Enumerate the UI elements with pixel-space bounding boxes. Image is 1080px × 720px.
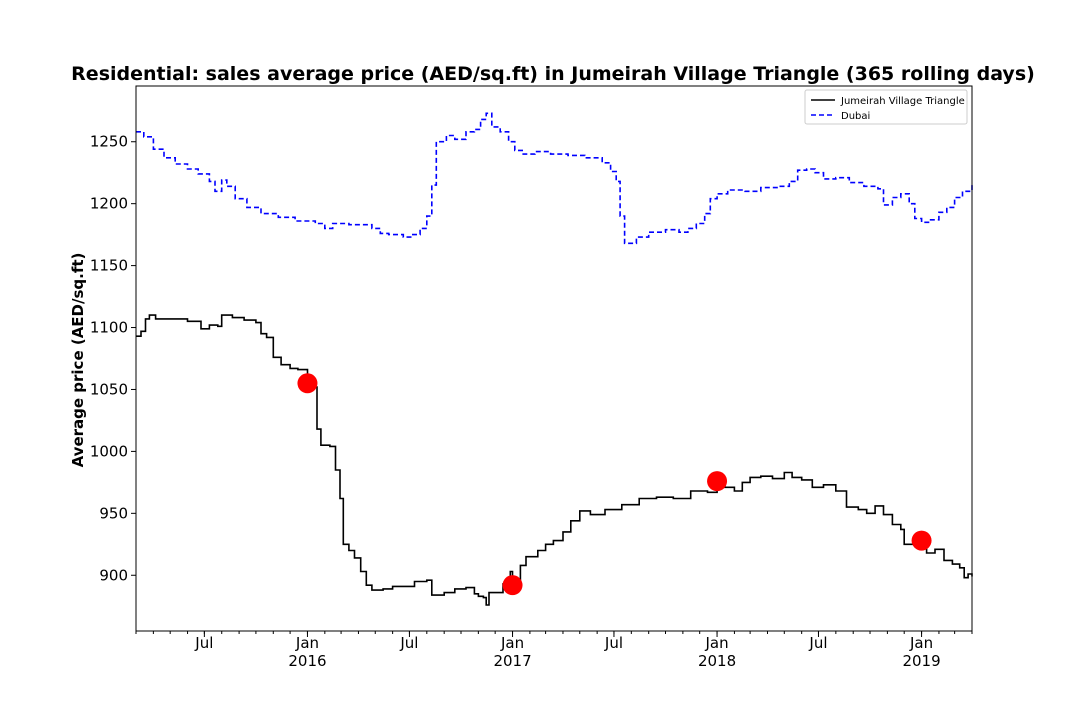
y-axis: 900 950 1000 1050 1100 1150 1200 1250 bbox=[90, 133, 136, 584]
y-tick-label: 1100 bbox=[90, 319, 128, 337]
y-tick-label: 1200 bbox=[90, 195, 128, 213]
y-tick-label: 900 bbox=[99, 566, 128, 584]
plot-frame bbox=[135, 85, 973, 632]
y-tick-label: 950 bbox=[99, 504, 128, 522]
chart-title: Residential: sales average price (AED/sq… bbox=[71, 63, 1035, 85]
y-axis-label: Average price (AED/sq.ft) bbox=[69, 253, 87, 468]
series-line-dubai bbox=[136, 112, 973, 245]
x-tick-year-label: 2017 bbox=[493, 652, 531, 670]
highlight-marker bbox=[297, 373, 318, 394]
x-tick-label: Jul bbox=[399, 634, 418, 652]
series-line-jumeirah-village-triangle bbox=[136, 314, 973, 606]
y-tick-label: 1150 bbox=[90, 257, 128, 275]
x-tick-year-label: 2018 bbox=[698, 652, 736, 670]
series-layer bbox=[136, 112, 973, 606]
y-tick-label: 1250 bbox=[90, 133, 128, 151]
x-tick-label: Jan bbox=[295, 634, 319, 652]
x-tick-year-label: 2019 bbox=[902, 652, 940, 670]
legend: Jumeirah Village Triangle Dubai bbox=[804, 89, 968, 125]
x-tick-label: Jul bbox=[194, 634, 213, 652]
x-tick-label: Jan bbox=[909, 634, 933, 652]
highlight-marker bbox=[707, 471, 728, 492]
legend-label: Dubai bbox=[841, 111, 870, 122]
y-tick-label: 1050 bbox=[90, 380, 128, 398]
legend-label: Jumeirah Village Triangle bbox=[840, 96, 965, 107]
y-tick-label: 1000 bbox=[90, 442, 128, 460]
highlight-marker bbox=[502, 575, 523, 596]
x-tick-label: Jan bbox=[500, 634, 524, 652]
x-tick-label: Jul bbox=[604, 634, 623, 652]
highlight-markers bbox=[297, 373, 932, 596]
highlight-marker bbox=[911, 530, 932, 551]
legend-box bbox=[804, 89, 968, 125]
x-tick-label: Jan bbox=[704, 634, 728, 652]
x-tick-label: Jul bbox=[808, 634, 827, 652]
x-tick-year-label: 2016 bbox=[288, 652, 326, 670]
